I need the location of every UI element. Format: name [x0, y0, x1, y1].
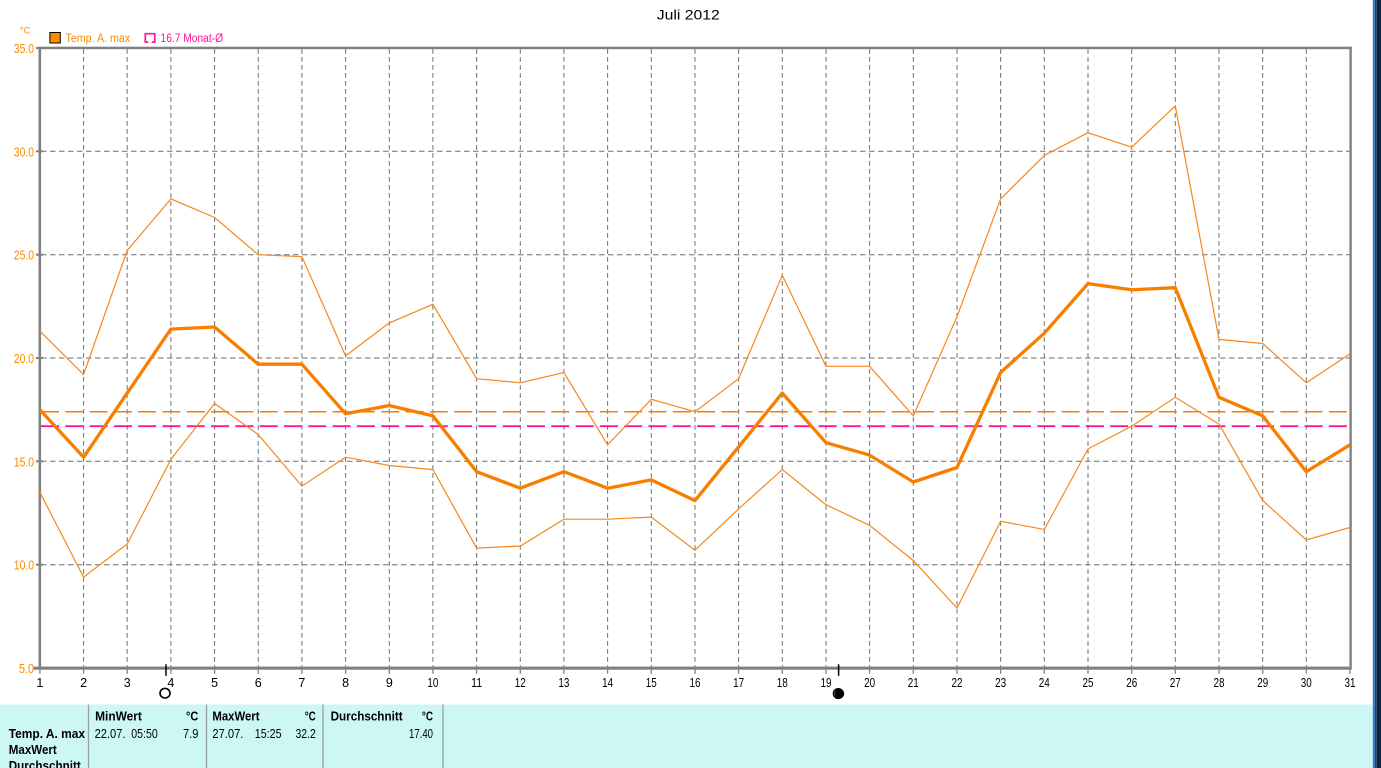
svg-text:31: 31 — [1345, 676, 1356, 690]
svg-text:23: 23 — [995, 676, 1006, 690]
svg-text:32.2: 32.2 — [296, 727, 316, 741]
svg-text:15.0: 15.0 — [14, 455, 34, 469]
svg-text:24: 24 — [1039, 676, 1050, 690]
svg-text:10.0: 10.0 — [14, 559, 34, 573]
svg-text:7.9: 7.9 — [183, 727, 198, 741]
svg-text:12: 12 — [515, 676, 526, 690]
svg-text:20: 20 — [864, 676, 875, 690]
svg-text:°C: °C — [305, 710, 316, 724]
svg-text:Temp. A. max: Temp. A. max — [66, 33, 131, 45]
svg-text:MinWert: MinWert — [95, 710, 143, 724]
svg-text:2: 2 — [80, 676, 87, 690]
svg-text:29: 29 — [1257, 676, 1268, 690]
svg-text:25: 25 — [1083, 676, 1094, 690]
svg-text:19: 19 — [821, 676, 832, 690]
svg-text:7: 7 — [298, 676, 305, 690]
svg-text:30: 30 — [1301, 676, 1312, 690]
svg-text:6: 6 — [255, 676, 262, 690]
svg-text:10: 10 — [427, 676, 438, 690]
svg-text:20.0: 20.0 — [14, 352, 34, 366]
svg-text:17: 17 — [733, 676, 744, 690]
svg-text:5.0: 5.0 — [19, 662, 34, 676]
svg-text:16: 16 — [690, 676, 701, 690]
svg-text:26: 26 — [1126, 676, 1137, 690]
svg-text:MaxWert: MaxWert — [212, 710, 260, 724]
svg-text:9: 9 — [386, 676, 393, 690]
svg-text:21: 21 — [908, 676, 919, 690]
svg-text:18: 18 — [777, 676, 788, 690]
svg-text:27: 27 — [1170, 676, 1181, 690]
svg-text:22: 22 — [952, 676, 963, 690]
svg-text:05:50: 05:50 — [131, 727, 158, 741]
svg-text:8: 8 — [342, 676, 349, 690]
svg-text:3: 3 — [124, 676, 131, 690]
svg-text:Juli 2012: Juli 2012 — [657, 7, 720, 23]
svg-text:5: 5 — [211, 676, 218, 690]
svg-text:Durchschnitt: Durchschnitt — [331, 710, 404, 724]
svg-text:22.07.: 22.07. — [95, 727, 126, 741]
svg-text:13: 13 — [558, 676, 569, 690]
svg-text:16.7 Monat-Ø: 16.7 Monat-Ø — [161, 33, 224, 45]
svg-text:4: 4 — [167, 676, 174, 690]
svg-text:1: 1 — [36, 676, 43, 690]
svg-text:28: 28 — [1214, 676, 1225, 690]
svg-text:°C: °C — [186, 710, 198, 724]
svg-text:MaxWert: MaxWert — [9, 743, 58, 757]
svg-text:Temp. A. max: Temp. A. max — [9, 727, 85, 741]
svg-text:35.0: 35.0 — [14, 42, 34, 56]
svg-text:15:25: 15:25 — [255, 727, 282, 741]
svg-text:17.40: 17.40 — [409, 727, 433, 741]
svg-text:25.0: 25.0 — [14, 249, 34, 263]
svg-text:30.0: 30.0 — [14, 145, 34, 159]
svg-text:14: 14 — [602, 676, 613, 690]
svg-text:°C: °C — [422, 710, 433, 724]
svg-text:°C: °C — [20, 26, 31, 37]
svg-text:11: 11 — [471, 676, 482, 690]
svg-text:27.07.: 27.07. — [212, 727, 243, 741]
svg-text:15: 15 — [646, 676, 657, 690]
svg-text:Durchschnitt: Durchschnitt — [9, 759, 82, 768]
